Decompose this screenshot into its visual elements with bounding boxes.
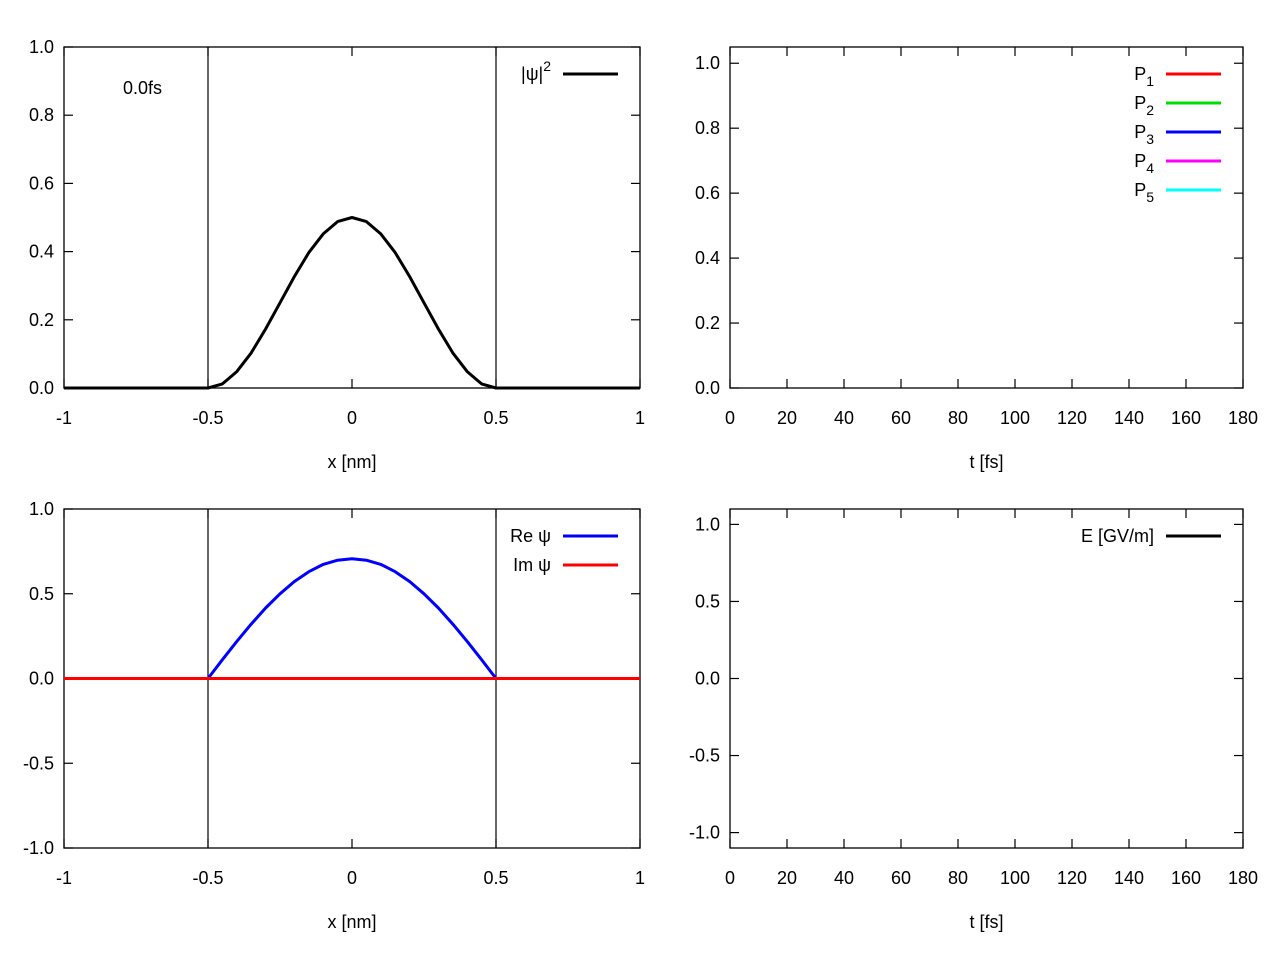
- legend-label-subscript: 5: [1146, 189, 1154, 205]
- y-tick-label: 0.0: [29, 669, 54, 689]
- plot-frame: [729, 46, 1244, 389]
- x-tick-label: -1: [56, 408, 72, 428]
- legend-label-main: P: [1134, 122, 1146, 142]
- plot-panel-1: -1 -0.5 0 0.5 1 0.0 0.2 0.4 0.6 0.8 1.0 x [nm] 0.0fs…: [29, 37, 645, 472]
- x-tick-label: 40: [834, 408, 854, 428]
- x-tick-label: 180: [1228, 408, 1258, 428]
- legend-label: E [GV/m]: [1081, 526, 1154, 546]
- x-tick-label: 160: [1171, 868, 1201, 888]
- y-tick-label: 0.8: [695, 118, 720, 138]
- y-tick-label: 0.6: [695, 183, 720, 203]
- y-tick-label: -0.5: [689, 746, 720, 766]
- legend-label-main: |ψ|: [521, 64, 543, 84]
- series-line-1: [64, 216, 640, 390]
- legend-label: P2: [1134, 93, 1154, 118]
- plot-panel-3: -1 -0.5 0 0.5 1 -1.0 -0.5 0.0 0.5 1.0 x [nm] Re ψ Im…: [23, 499, 645, 932]
- x-axis-label: t [fs]: [969, 452, 1003, 472]
- y-tick-label: 0.5: [29, 584, 54, 604]
- legend-label-subscript: 3: [1146, 131, 1154, 147]
- y-tick-label: 0.0: [695, 378, 720, 398]
- legend-label-subscript: 4: [1146, 160, 1154, 176]
- y-tick-label: 0.2: [695, 313, 720, 333]
- legend-label-main: P: [1134, 151, 1146, 171]
- legend-label-main: Im ψ: [513, 555, 551, 575]
- x-tick-label: -1: [56, 868, 72, 888]
- legend-label-main: Re ψ: [510, 526, 551, 546]
- y-tick-label: -0.5: [23, 753, 54, 773]
- x-axis-label: x [nm]: [327, 452, 376, 472]
- legend-label: Im ψ: [513, 555, 551, 575]
- x-tick-label: 0: [725, 408, 735, 428]
- y-tick-label: 1.0: [29, 37, 54, 57]
- x-tick-label: 140: [1114, 868, 1144, 888]
- x-axis-label: x [nm]: [327, 912, 376, 932]
- x-tick-label: 160: [1171, 408, 1201, 428]
- legend-label-subscript: 1: [1146, 73, 1154, 89]
- y-tick-label: 0.5: [695, 591, 720, 611]
- x-tick-label: 80: [948, 408, 968, 428]
- y-tick-label: 0.4: [695, 248, 720, 268]
- x-tick-label: 1: [635, 408, 645, 428]
- legend-label-main: P: [1134, 93, 1146, 113]
- x-tick-label: -0.5: [192, 868, 223, 888]
- plot-frame: [729, 508, 1244, 849]
- y-tick-label: 0.0: [695, 669, 720, 689]
- y-tick-label: 0.6: [29, 173, 54, 193]
- y-tick-label: 0.8: [29, 105, 54, 125]
- x-tick-label: 180: [1228, 868, 1258, 888]
- legend-label: |ψ|2: [521, 58, 551, 84]
- x-axis-label: t [fs]: [969, 912, 1003, 932]
- legend-label-main: E [GV/m]: [1081, 526, 1154, 546]
- y-tick-label: -1.0: [689, 823, 720, 843]
- y-tick-label: 0.0: [29, 378, 54, 398]
- legend-label-subscript: 2: [1146, 102, 1154, 118]
- y-tick-label: 1.0: [29, 499, 54, 519]
- x-tick-label: 120: [1057, 408, 1087, 428]
- legend-label: P1: [1134, 64, 1154, 89]
- legend-label-superscript: 2: [543, 58, 551, 74]
- x-tick-label: 120: [1057, 868, 1087, 888]
- legend-label-main: P: [1134, 180, 1146, 200]
- plot-panel-4: 0 20 40 60 80 100 120 140 160 180 -1.0 -0.5 0.0 0.5 1.…: [689, 508, 1258, 932]
- x-tick-label: 20: [777, 868, 797, 888]
- x-tick-label: 60: [891, 408, 911, 428]
- x-tick-label: 0.5: [483, 868, 508, 888]
- x-tick-label: 0: [347, 868, 357, 888]
- y-tick-label: 1.0: [695, 53, 720, 73]
- plot-panel-2: 0 20 40 60 80 100 120 140 160 180 0.0 0.2 0.4 0.6 0.8 1…: [695, 46, 1258, 472]
- x-tick-label: 100: [1000, 408, 1030, 428]
- x-tick-label: 140: [1114, 408, 1144, 428]
- x-tick-label: 80: [948, 868, 968, 888]
- y-tick-label: 0.2: [29, 310, 54, 330]
- series-line-1: [64, 557, 640, 680]
- legend-label: Re ψ: [510, 526, 551, 546]
- x-tick-label: 1: [635, 868, 645, 888]
- x-tick-label: 40: [834, 868, 854, 888]
- x-tick-label: -0.5: [192, 408, 223, 428]
- x-tick-label: 20: [777, 408, 797, 428]
- x-tick-label: 0: [347, 408, 357, 428]
- x-tick-label: 0.5: [483, 408, 508, 428]
- x-tick-label: 100: [1000, 868, 1030, 888]
- x-tick-label: 60: [891, 868, 911, 888]
- legend-label: P4: [1134, 151, 1154, 176]
- y-tick-label: 0.4: [29, 242, 54, 262]
- y-tick-label: -1.0: [23, 838, 54, 858]
- y-tick-label: 1.0: [695, 514, 720, 534]
- time-annotation: 0.0fs: [123, 78, 162, 98]
- legend-label: P3: [1134, 122, 1154, 147]
- legend-label-main: P: [1134, 64, 1146, 84]
- legend-label: P5: [1134, 180, 1154, 205]
- x-tick-label: 0: [725, 868, 735, 888]
